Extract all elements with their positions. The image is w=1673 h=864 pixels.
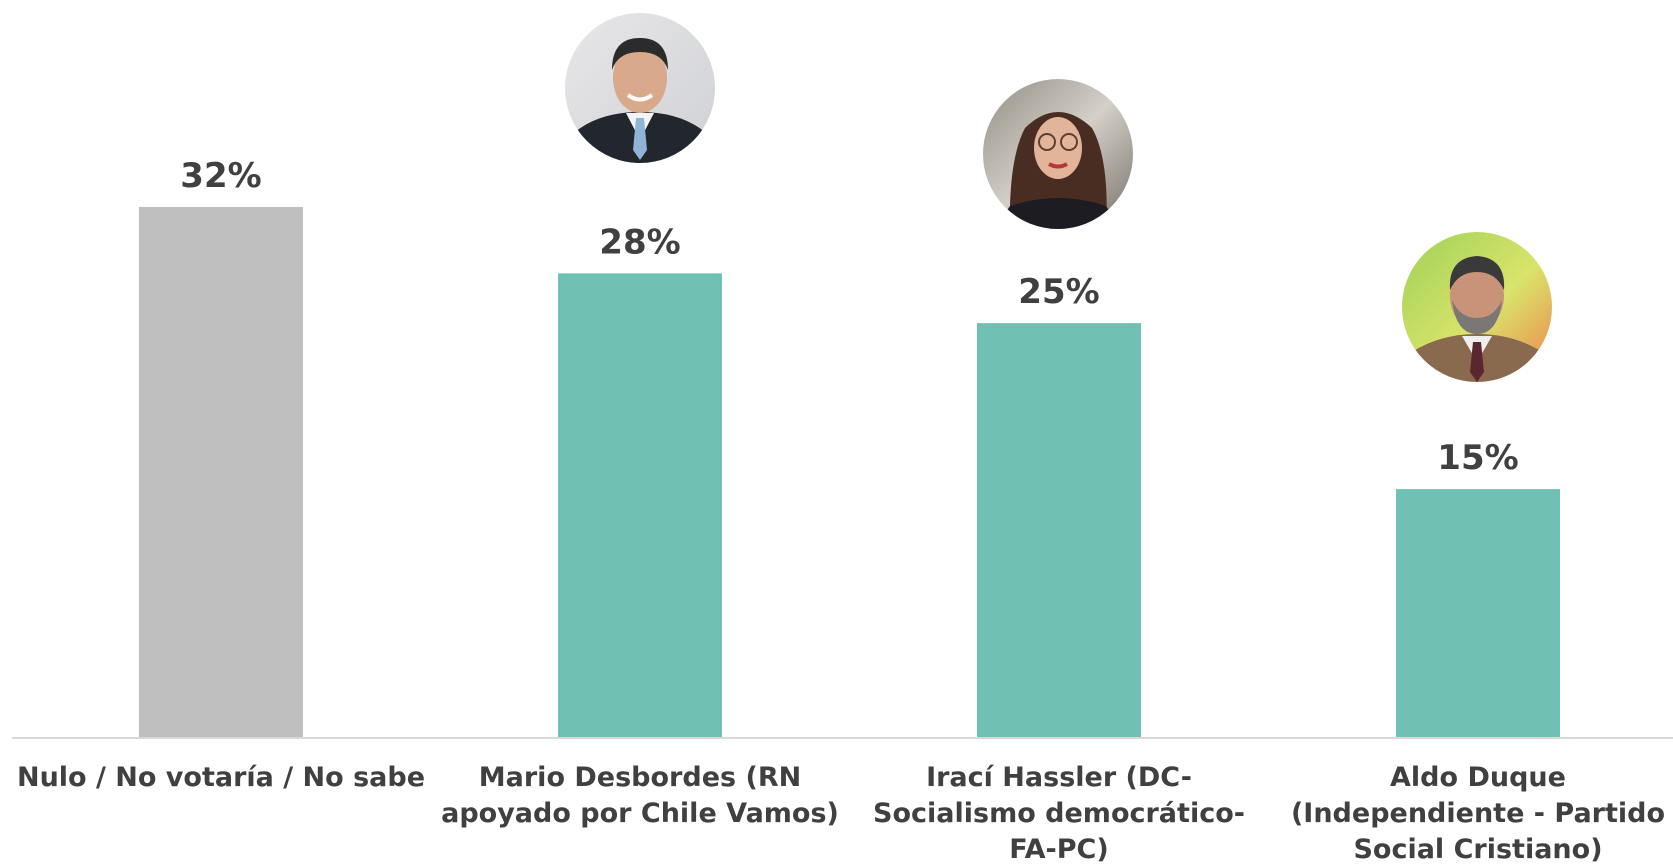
category-label: Aldo Duque (Independiente - Partido Social… bbox=[1291, 762, 1665, 864]
candidate-photo-hassler bbox=[982, 78, 1134, 230]
candidate-photo-duque bbox=[1401, 231, 1553, 383]
face bbox=[613, 43, 667, 113]
smile bbox=[626, 93, 654, 102]
category-label-line: FA-PC) bbox=[1009, 834, 1108, 864]
face bbox=[1450, 262, 1504, 330]
category-labels-layer: Nulo / No votaría / No sabe Mario Desbord… bbox=[17, 762, 1665, 864]
category-label-line: Socialismo democrático- bbox=[873, 798, 1245, 829]
category-label-line: Aldo Duque bbox=[1390, 762, 1566, 793]
category-label-line: Social Cristiano) bbox=[1353, 834, 1602, 864]
value-label: 15% bbox=[1437, 438, 1518, 478]
tie bbox=[1470, 342, 1484, 382]
category-label: Irací Hassler (DC- Socialismo democrático… bbox=[873, 762, 1245, 864]
category-label-line: Nulo / No votaría / No sabe bbox=[17, 762, 425, 793]
bar bbox=[1396, 489, 1560, 738]
value-labels-layer: 32% 28% 25% 15% bbox=[180, 156, 1518, 478]
glasses-right bbox=[1060, 133, 1078, 151]
bar bbox=[139, 207, 303, 738]
category-label-line: Irací Hassler (DC- bbox=[926, 762, 1192, 793]
hair bbox=[1449, 256, 1505, 290]
value-label: 32% bbox=[180, 156, 261, 196]
hair bbox=[612, 38, 668, 70]
photo-frame bbox=[563, 11, 717, 165]
lips bbox=[1048, 162, 1068, 169]
face bbox=[1034, 117, 1082, 179]
beard bbox=[1452, 300, 1502, 334]
category-label: Mario Desbordes (RN apoyado por Chile Vam… bbox=[441, 762, 839, 829]
photo-frame bbox=[981, 77, 1135, 231]
category-label-line: apoyado por Chile Vamos) bbox=[441, 798, 839, 829]
candidate-photo-desbordes bbox=[564, 12, 716, 164]
category-label-line: Mario Desbordes (RN bbox=[479, 762, 801, 793]
tie bbox=[633, 118, 647, 160]
glasses-left bbox=[1038, 133, 1056, 151]
bar bbox=[558, 273, 722, 738]
bar bbox=[977, 323, 1141, 738]
category-label-line: (Independiente - Partido bbox=[1291, 798, 1665, 829]
value-label: 25% bbox=[1018, 272, 1099, 312]
value-label: 28% bbox=[599, 222, 680, 262]
category-label: Nulo / No votaría / No sabe bbox=[17, 762, 425, 793]
bars-layer bbox=[139, 207, 1560, 738]
photo-frame bbox=[1400, 230, 1554, 384]
